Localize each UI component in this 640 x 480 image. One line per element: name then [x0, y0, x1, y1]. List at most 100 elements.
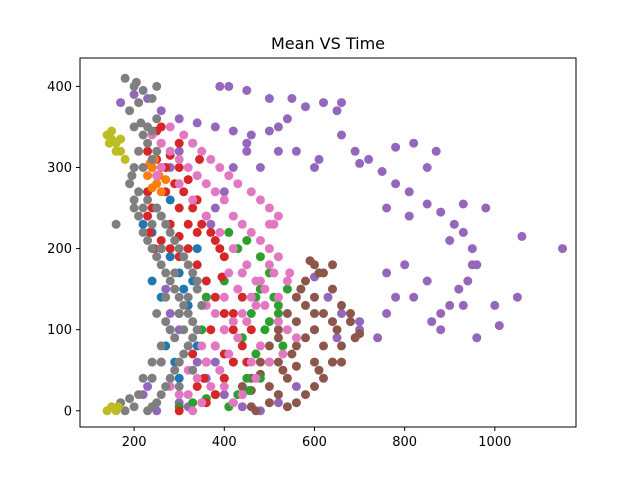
scatter-point: [228, 211, 238, 221]
scatter-point: [188, 333, 198, 343]
scatter-point: [192, 382, 202, 391]
scatter-point: [219, 187, 229, 197]
scatter-point: [217, 272, 227, 282]
scatter-point: [445, 236, 455, 245]
scatter-point: [472, 333, 482, 343]
scatter-point: [179, 284, 189, 294]
scatter-point: [346, 317, 355, 327]
scatter-point: [179, 349, 189, 359]
scatter-point: [195, 154, 204, 164]
scatter-point: [152, 252, 162, 262]
scatter-point: [264, 126, 274, 136]
scatter-point: [246, 309, 256, 318]
scatter-point: [328, 260, 337, 270]
scatter-point: [161, 268, 171, 278]
scatter-point: [490, 300, 500, 310]
scatter-point: [113, 402, 123, 412]
scatter-point: [143, 211, 153, 221]
scatter-point: [436, 309, 446, 318]
scatter-point: [282, 276, 292, 286]
scatter-point: [111, 146, 121, 156]
x-tick-label: 400: [212, 435, 237, 450]
scatter-point: [273, 390, 283, 400]
scatter-point: [152, 171, 162, 181]
scatter-point: [206, 227, 216, 237]
scatter-point: [215, 365, 225, 375]
scatter-point: [282, 325, 292, 335]
scatter-point: [228, 325, 238, 335]
scatter-point: [467, 260, 477, 270]
scatter-point: [382, 309, 392, 318]
scatter-point: [436, 325, 446, 335]
scatter-point: [282, 284, 292, 294]
scatter-point: [269, 268, 279, 278]
scatter-point: [310, 163, 319, 172]
scatter-point: [210, 309, 220, 318]
scatter-point: [255, 163, 265, 172]
scatter-point: [188, 203, 198, 213]
scatter-point: [242, 146, 252, 156]
scatter-point: [219, 309, 229, 318]
scatter-point: [264, 341, 274, 351]
scatter-point: [377, 167, 387, 176]
scatter-point: [494, 321, 504, 331]
scatter-point: [138, 219, 148, 229]
x-tick-label: 600: [302, 435, 327, 450]
scatter-point: [422, 163, 432, 172]
scatter-point: [156, 163, 166, 172]
scatter-point: [179, 325, 189, 335]
scatter-point: [147, 373, 157, 383]
scatter-point: [215, 244, 225, 254]
scatter-point: [165, 276, 175, 286]
scatter-point: [224, 227, 234, 237]
scatter-point: [188, 365, 198, 375]
scatter-point: [273, 252, 283, 262]
scatter-point: [291, 341, 301, 351]
scatter-point: [260, 325, 270, 335]
plot-frame: [79, 57, 577, 428]
scatter-point: [138, 85, 148, 95]
scatter-point: [147, 244, 157, 254]
scatter-point: [138, 203, 148, 213]
scatter-point: [237, 402, 247, 412]
scatter-point: [273, 357, 283, 367]
scatter-point: [197, 341, 207, 351]
scatter-point: [143, 382, 153, 391]
scatter-point: [314, 268, 324, 278]
scatter-point: [346, 309, 355, 318]
scatter-point: [143, 138, 153, 148]
scatter-point: [192, 244, 202, 254]
scatter-point: [422, 199, 432, 209]
scatter-point: [161, 175, 171, 185]
scatter-point: [165, 373, 175, 383]
scatter-point: [219, 292, 229, 302]
y-tick-label: 300: [47, 161, 72, 176]
scatter-point: [246, 292, 256, 302]
scatter-point: [278, 341, 288, 351]
scatter-point: [152, 114, 162, 124]
scatter-point: [458, 227, 468, 237]
x-tick-label: 800: [392, 435, 417, 450]
scatter-point: [291, 292, 301, 302]
scatter-point: [228, 244, 238, 254]
scatter-point: [246, 357, 256, 367]
scatter-point: [287, 94, 297, 103]
scatter-point: [319, 341, 328, 351]
scatter-point: [138, 227, 148, 237]
scatter-point: [104, 138, 114, 148]
scatter-point: [206, 382, 216, 391]
scatter-point: [282, 309, 292, 318]
scatter-point: [210, 390, 220, 400]
scatter-point: [183, 292, 193, 302]
scatter-point: [404, 187, 414, 197]
scatter-point: [174, 244, 184, 254]
scatter-point: [131, 77, 141, 87]
x-tick-label: 1000: [478, 435, 511, 450]
scatter-point: [264, 94, 274, 103]
scatter-point: [197, 146, 207, 156]
scatter-point: [183, 260, 193, 270]
scatter-point: [174, 114, 184, 124]
scatter-point: [264, 317, 274, 327]
scatter-point: [152, 81, 162, 91]
scatter-point: [481, 203, 491, 213]
